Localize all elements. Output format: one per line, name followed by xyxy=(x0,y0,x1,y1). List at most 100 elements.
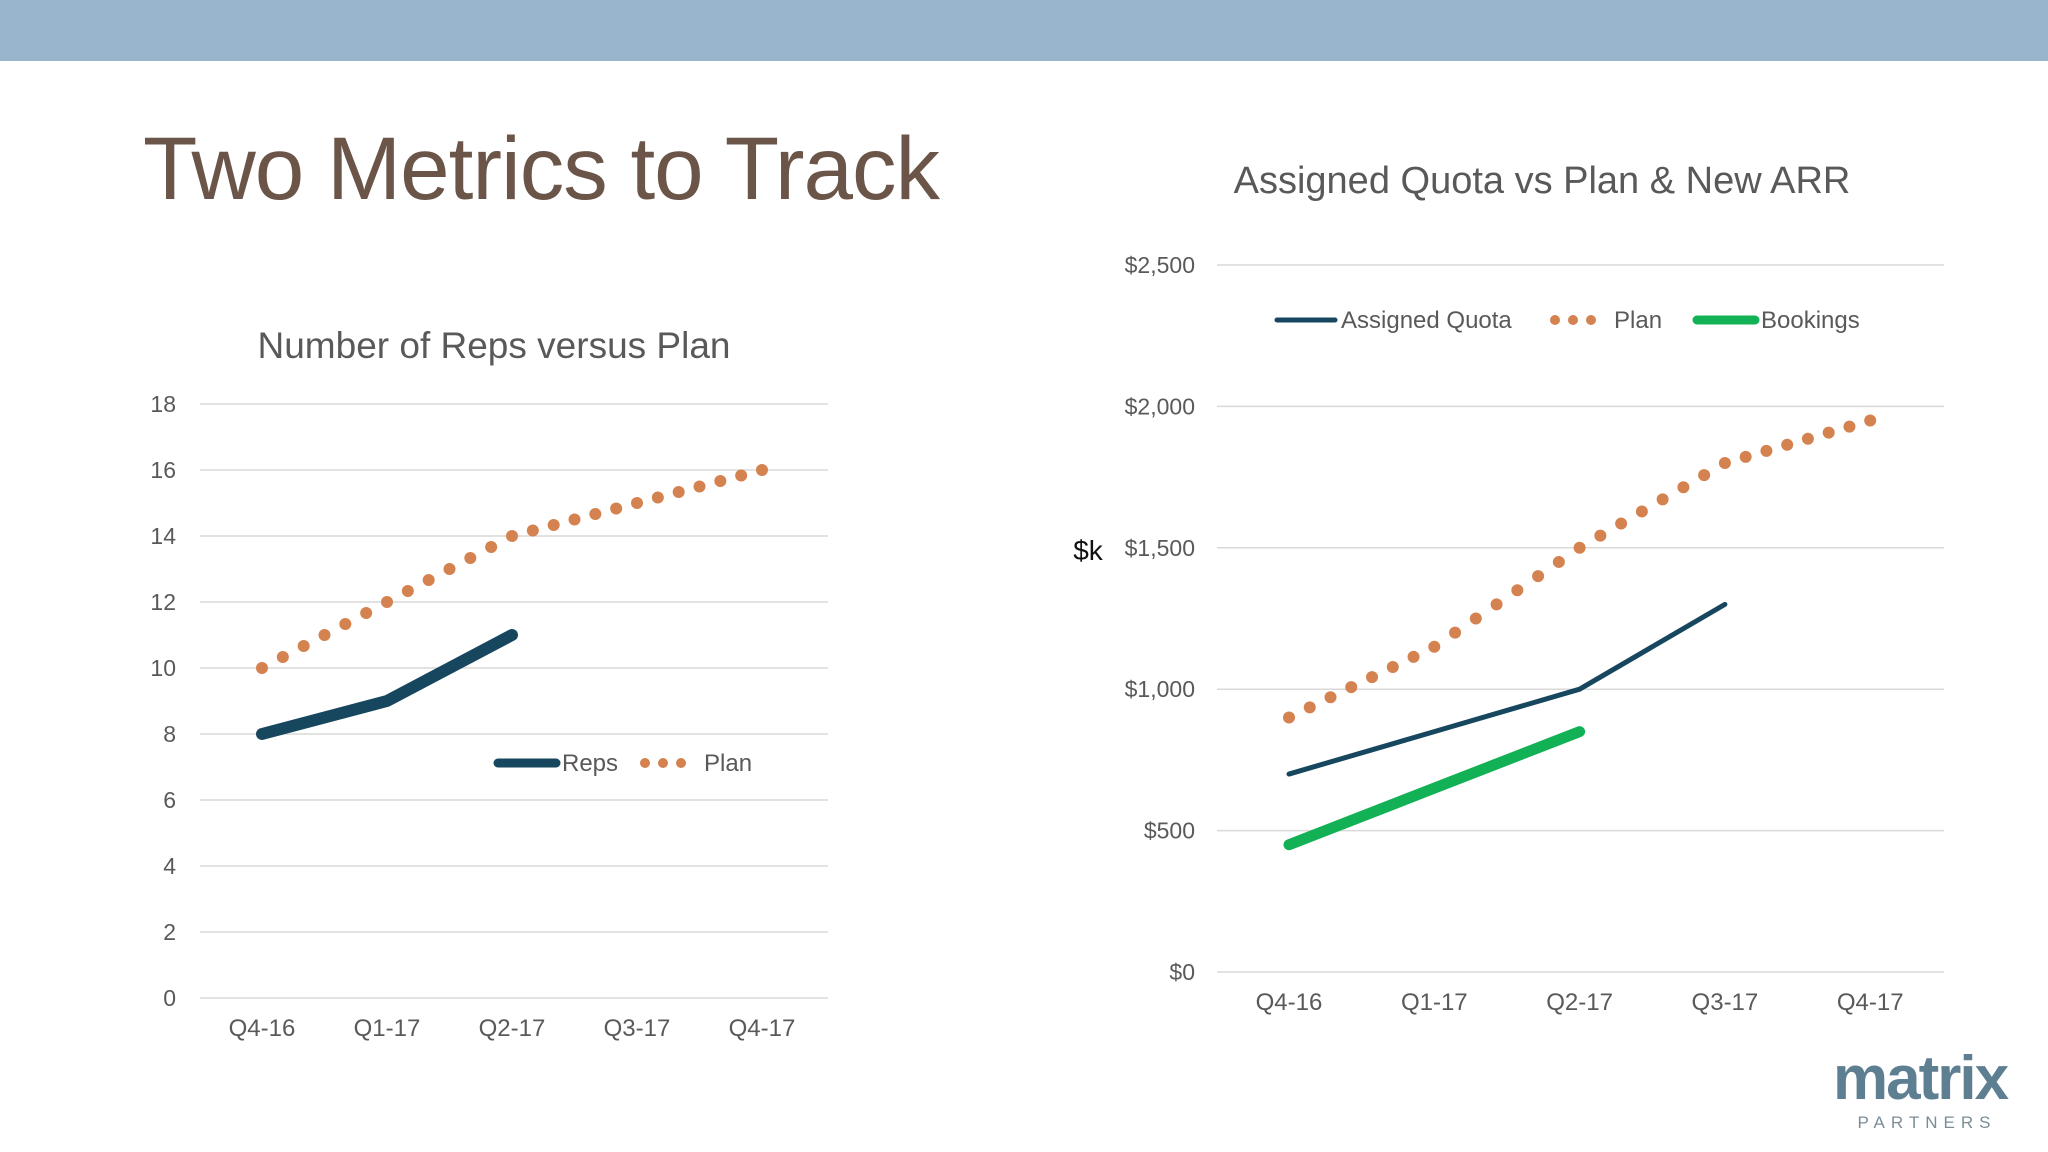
x-tick-label: Q1-17 xyxy=(354,1015,421,1042)
x-tick-label: Q2-17 xyxy=(1546,989,1613,1016)
x-tick-label: Q4-17 xyxy=(1837,989,1904,1016)
series-plan-dot xyxy=(1864,414,1877,427)
series-plan-dot xyxy=(1801,432,1814,445)
y-axis-label: $k xyxy=(1073,535,1104,566)
series-plan-dot xyxy=(672,486,685,498)
series-plan-dot xyxy=(1552,555,1565,568)
x-tick-label: Q1-17 xyxy=(1401,989,1468,1016)
series-plan-dot xyxy=(1469,612,1482,625)
chart-title: Assigned Quota vs Plan & New ARR xyxy=(1234,160,1851,202)
matrix-logo: matrix PARTNERS xyxy=(1820,1048,2020,1133)
series-plan-dot xyxy=(1324,691,1337,704)
series-plan-dot xyxy=(1656,493,1669,506)
series-plan-dot xyxy=(1428,640,1441,653)
y-tick-label: $1,500 xyxy=(1125,535,1195,561)
y-tick-label: 4 xyxy=(163,853,176,879)
chart-title: Number of Reps versus Plan xyxy=(258,325,731,366)
y-tick-label: 18 xyxy=(150,391,176,417)
series-plan-dot xyxy=(1511,584,1524,597)
series-plan-dot xyxy=(464,552,477,564)
x-tick-label: Q2-17 xyxy=(479,1015,546,1042)
series-plan-dot xyxy=(276,651,289,663)
series-plan-dot xyxy=(339,618,352,630)
legend-label-assigned-quota: Assigned Quota xyxy=(1341,307,1512,334)
y-tick-label: 12 xyxy=(150,589,176,615)
series-plan-dot xyxy=(1822,426,1835,439)
series-plan-dot xyxy=(381,596,393,608)
series-plan-dot xyxy=(318,629,331,641)
series-plan-dot xyxy=(485,541,498,553)
x-tick-label: Q4-16 xyxy=(229,1015,296,1042)
series-plan-dot xyxy=(693,480,706,493)
series-plan-dot xyxy=(1760,444,1773,457)
legend-marker-plan xyxy=(1568,315,1578,325)
series-plan-dot xyxy=(1718,456,1731,469)
series-plan-dot xyxy=(1843,420,1856,433)
y-tick-label: 16 xyxy=(150,457,176,483)
y-tick-label: 2 xyxy=(163,919,176,945)
series-bookings-line xyxy=(1283,726,1586,851)
legend-label-plan: Plan xyxy=(704,750,752,777)
y-tick-label: 14 xyxy=(150,523,176,549)
series-plan-dot xyxy=(1635,505,1648,518)
y-tick-label: 6 xyxy=(163,787,176,813)
x-tick-label: Q4-16 xyxy=(1256,989,1323,1016)
y-tick-label: $1,000 xyxy=(1125,676,1195,702)
x-tick-label: Q3-17 xyxy=(1692,989,1759,1016)
y-tick-label: 10 xyxy=(150,655,176,681)
y-tick-label: $2,000 xyxy=(1125,393,1195,419)
series-plan-dot xyxy=(631,497,643,509)
series-plan-dot xyxy=(422,574,435,586)
legend-marker-plan xyxy=(1586,315,1596,325)
y-tick-label: $0 xyxy=(1169,959,1195,985)
series-plan-dot xyxy=(1573,541,1586,554)
series-assigned-quota-line xyxy=(1286,601,1728,777)
y-tick-label: 8 xyxy=(163,721,176,747)
legend-marker-plan xyxy=(676,758,686,768)
series-plan-dot xyxy=(1532,570,1545,583)
series-plan-dot xyxy=(256,662,268,674)
y-tick-label: $500 xyxy=(1144,818,1195,844)
series-plan-dot xyxy=(547,519,560,531)
legend-label-bookings: Bookings xyxy=(1761,307,1860,334)
series-plan-dot xyxy=(1615,517,1628,530)
legend-marker-plan xyxy=(658,758,668,768)
series-plan-dot xyxy=(1490,598,1503,611)
series-reps-line xyxy=(256,629,518,740)
x-tick-label: Q3-17 xyxy=(604,1015,671,1042)
series-plan-dot xyxy=(589,508,602,520)
series-plan-dot xyxy=(1739,450,1752,463)
slide-title: Two Metrics to Track xyxy=(143,118,940,218)
series-plan-dot xyxy=(735,469,748,482)
logo-subtitle: PARTNERS xyxy=(1857,1113,1997,1132)
series-plan-dot xyxy=(401,585,414,597)
series-plan-dot xyxy=(1677,481,1690,494)
series-plan-dot xyxy=(1594,529,1607,542)
series-plan-dot xyxy=(443,563,456,575)
series-plan-dot xyxy=(651,491,664,504)
series-plan-dot xyxy=(297,640,310,652)
series-plan-dot xyxy=(610,502,623,515)
series-plan-dot xyxy=(360,607,373,619)
legend-label-reps: Reps xyxy=(562,750,618,777)
series-plan-dot xyxy=(1386,660,1399,673)
series-plan-dot xyxy=(1698,469,1711,482)
series-plan-dot xyxy=(526,524,539,537)
logo-word: matrix xyxy=(1832,1044,2009,1113)
series-plan-dot xyxy=(1366,671,1379,684)
y-tick-label: 0 xyxy=(163,985,176,1011)
legend-marker-plan xyxy=(1550,315,1560,325)
legend-marker-plan xyxy=(640,758,650,768)
series-plan-dot xyxy=(1345,681,1358,694)
top-band xyxy=(0,0,2048,61)
x-tick-label: Q4-17 xyxy=(729,1015,796,1042)
series-plan-dot xyxy=(506,530,518,542)
series-plan-dot xyxy=(714,475,727,487)
legend-label-plan: Plan xyxy=(1614,307,1662,334)
series-plan-dot xyxy=(1283,711,1295,724)
y-tick-label: $2,500 xyxy=(1125,252,1195,278)
series-plan-dot xyxy=(568,513,581,526)
series-plan-dot xyxy=(1407,650,1420,663)
